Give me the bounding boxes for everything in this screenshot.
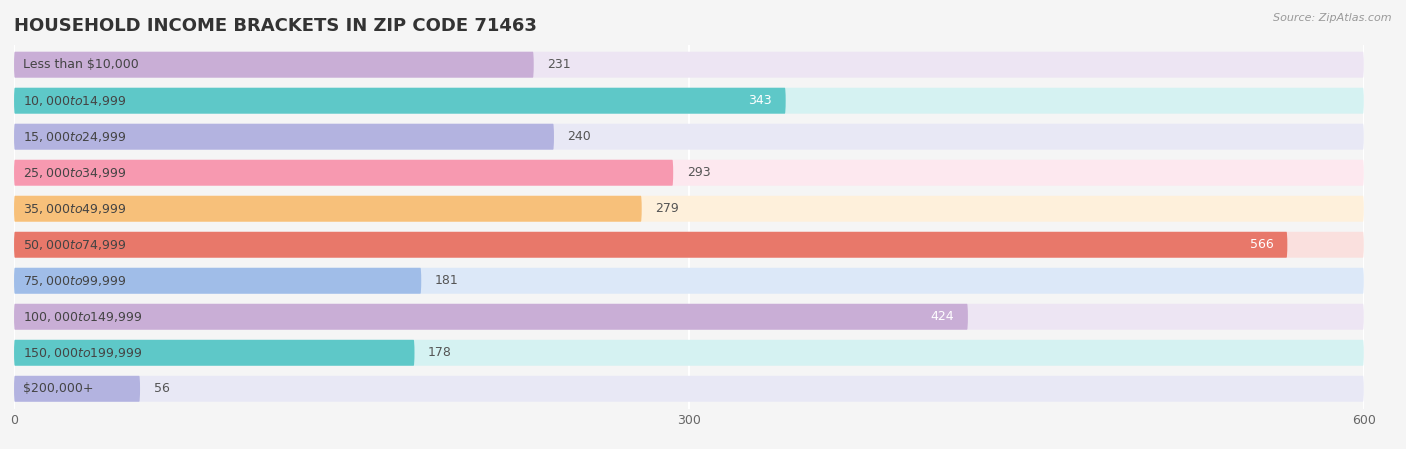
Text: 240: 240 [568, 130, 591, 143]
Text: 231: 231 [547, 58, 571, 71]
Text: $50,000 to $74,999: $50,000 to $74,999 [22, 238, 127, 252]
FancyBboxPatch shape [14, 268, 422, 294]
FancyBboxPatch shape [14, 52, 1364, 78]
FancyBboxPatch shape [14, 196, 641, 222]
FancyBboxPatch shape [14, 124, 1364, 150]
Text: 566: 566 [1250, 238, 1274, 251]
Text: 178: 178 [427, 346, 451, 359]
FancyBboxPatch shape [14, 304, 967, 330]
Text: HOUSEHOLD INCOME BRACKETS IN ZIP CODE 71463: HOUSEHOLD INCOME BRACKETS IN ZIP CODE 71… [14, 17, 537, 35]
Text: 293: 293 [686, 166, 710, 179]
Text: $10,000 to $14,999: $10,000 to $14,999 [22, 94, 127, 108]
Text: $15,000 to $24,999: $15,000 to $24,999 [22, 130, 127, 144]
FancyBboxPatch shape [14, 52, 534, 78]
FancyBboxPatch shape [14, 268, 1364, 294]
FancyBboxPatch shape [14, 232, 1288, 258]
FancyBboxPatch shape [14, 340, 1364, 366]
FancyBboxPatch shape [14, 304, 1364, 330]
FancyBboxPatch shape [14, 160, 1364, 186]
Text: $25,000 to $34,999: $25,000 to $34,999 [22, 166, 127, 180]
Text: 181: 181 [434, 274, 458, 287]
Text: 279: 279 [655, 202, 679, 215]
Text: $35,000 to $49,999: $35,000 to $49,999 [22, 202, 127, 216]
Text: $150,000 to $199,999: $150,000 to $199,999 [22, 346, 142, 360]
Text: $200,000+: $200,000+ [22, 382, 94, 395]
FancyBboxPatch shape [14, 196, 1364, 222]
FancyBboxPatch shape [14, 124, 554, 150]
FancyBboxPatch shape [14, 160, 673, 186]
Text: $100,000 to $149,999: $100,000 to $149,999 [22, 310, 142, 324]
FancyBboxPatch shape [14, 88, 786, 114]
Text: 56: 56 [153, 382, 169, 395]
Text: Source: ZipAtlas.com: Source: ZipAtlas.com [1274, 13, 1392, 23]
Text: $75,000 to $99,999: $75,000 to $99,999 [22, 274, 127, 288]
FancyBboxPatch shape [14, 340, 415, 366]
FancyBboxPatch shape [14, 376, 1364, 402]
FancyBboxPatch shape [14, 232, 1364, 258]
Text: 343: 343 [748, 94, 772, 107]
Text: 424: 424 [931, 310, 955, 323]
FancyBboxPatch shape [14, 88, 1364, 114]
FancyBboxPatch shape [14, 376, 141, 402]
Text: Less than $10,000: Less than $10,000 [22, 58, 139, 71]
